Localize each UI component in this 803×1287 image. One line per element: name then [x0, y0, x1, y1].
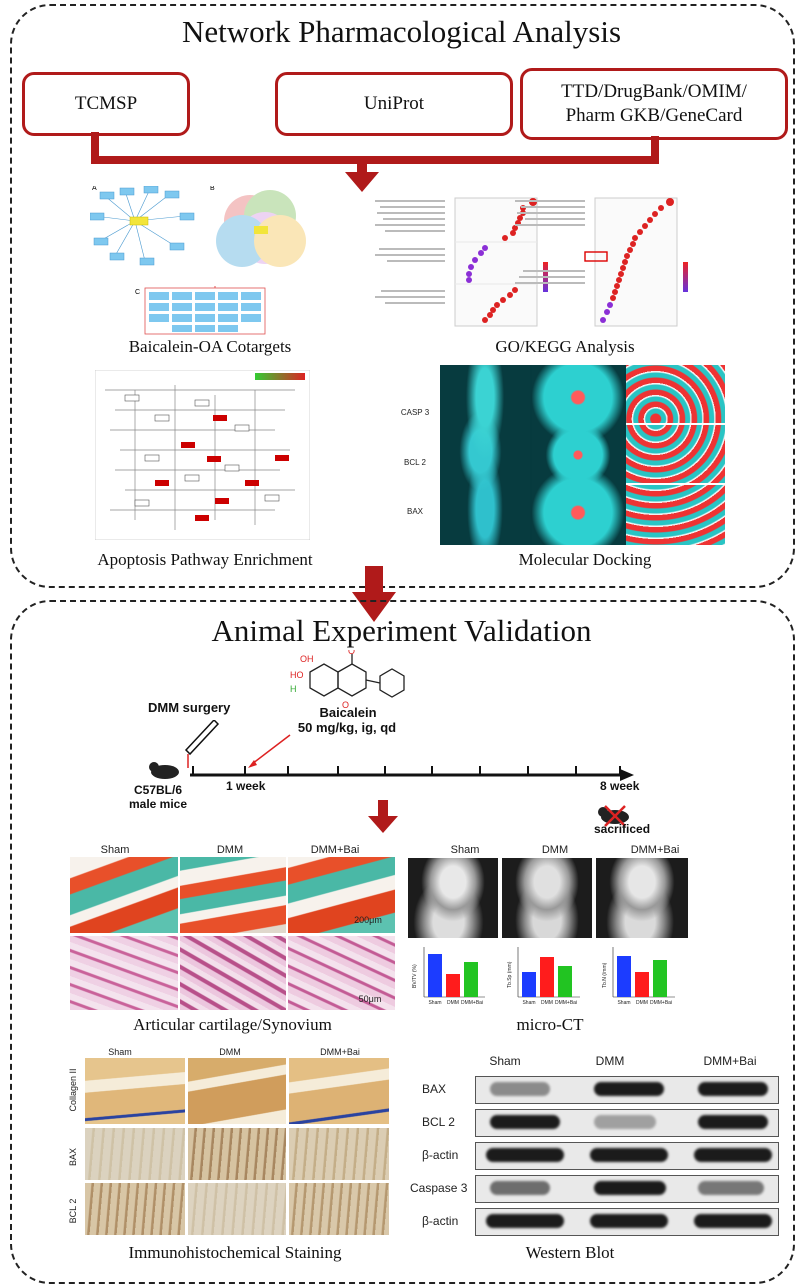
caption-apoptosis: Apoptosis Pathway Enrichment — [97, 550, 313, 569]
ihc-bax-sham — [85, 1128, 185, 1180]
wb-label-caspase3: Caspase 3 — [410, 1181, 468, 1195]
cotarget-letter-c: C — [135, 289, 140, 296]
wb-group-dmmbai: DMM+Bai — [703, 1054, 757, 1068]
sacrificed-label: sacrificed — [594, 822, 651, 836]
ct-tbsp-tick-dmm: DMM — [541, 1000, 553, 1006]
ct-bvtv-tick-dmm: DMM — [447, 1000, 459, 1006]
mouse-label: C57BL/6 male mice — [128, 783, 188, 811]
ct-bvtv-tick-sham: Sham — [428, 1000, 441, 1006]
ct-group-sham: Sham — [450, 844, 480, 856]
animal-panel — [10, 600, 795, 1284]
microct-ylabel-tbn: Tb.N (/mm) — [602, 962, 608, 988]
ihc-group-sham: Sham — [108, 1047, 132, 1057]
ihc-bax-dmm — [188, 1128, 286, 1180]
hist-group-dmm: DMM — [216, 844, 244, 856]
histology-he-dmm — [180, 936, 286, 1010]
wb-group-dmm: DMM — [595, 1054, 625, 1068]
panel-arrow — [352, 566, 396, 622]
caption-ihc: Immunohistochemical Staining — [128, 1243, 342, 1262]
wb-blot-bcl2 — [475, 1109, 779, 1137]
microct-sham — [408, 858, 498, 938]
wb-label-bax: BAX — [422, 1082, 447, 1096]
ct-group-dmm: DMM — [541, 844, 569, 856]
histology-safranin-dmmbai: 200μm — [288, 857, 395, 933]
cotargets-figure: A B C — [90, 186, 306, 335]
scale-bar-50: 50μm — [358, 994, 382, 1004]
wb-group-sham: Sham — [489, 1054, 521, 1068]
microct-ylabel-tbsp: Tb.Sp (mm) — [507, 961, 513, 988]
ct-tbn-tick-dmm: DMM — [636, 1000, 648, 1006]
docking-label-bax: BAX — [406, 507, 423, 516]
ct-tbn-tick-dmmbai: DMM+Bai — [650, 1000, 672, 1006]
timeline-arrow — [368, 800, 398, 833]
svg-text:O: O — [342, 700, 349, 710]
ihc-collagen-sham — [85, 1058, 185, 1124]
ct-bvtv-tick-dmmbai: DMM+Bai — [461, 1000, 483, 1006]
ihc-bax-dmmbai — [289, 1128, 389, 1180]
svg-text:H: H — [290, 684, 297, 694]
ihc-collagen-dmmbai — [289, 1058, 389, 1124]
ihc-row-bax: BAX — [68, 1148, 78, 1167]
ihc-bcl2-dmmbai — [289, 1183, 389, 1235]
ihc-row-bcl2: BCL 2 — [68, 1198, 78, 1224]
timeline — [149, 720, 634, 827]
histology-safranin-sham — [70, 857, 178, 933]
histology-he-sham — [70, 936, 178, 1010]
caption-microct: micro-CT — [516, 1015, 584, 1034]
baicalein-structure: OH HO O O H — [290, 650, 405, 710]
docking-label-bcl2: BCL 2 — [404, 458, 426, 467]
svg-text:HO: HO — [290, 670, 304, 680]
source-tcmsp: TCMSP — [22, 72, 190, 136]
network-panel — [10, 4, 795, 588]
source-connector — [91, 132, 659, 192]
scale-bar-200: 200μm — [354, 915, 382, 925]
wb-blot-caspase3 — [475, 1175, 779, 1203]
wb-label-bcl2: BCL 2 — [422, 1115, 455, 1129]
docking-label-casp3: CASP 3 — [400, 408, 430, 417]
ihc-bcl2-dmm — [188, 1183, 286, 1235]
surgery-label: DMM surgery — [148, 700, 231, 715]
histology-he-dmmbai: 50μm — [288, 936, 395, 1010]
hist-group-dmmbai: DMM+Bai — [310, 844, 360, 856]
source-uniprot: UniProt — [275, 72, 513, 136]
week1-label: 1 week — [226, 779, 266, 793]
animal-title: Animal Experiment Validation — [211, 613, 592, 648]
ct-tbsp-tick-sham: Sham — [522, 1000, 535, 1006]
svg-text:OH: OH — [300, 654, 314, 664]
caption-wb: Western Blot — [525, 1243, 615, 1262]
caption-go-kegg: GO/KEGG Analysis — [495, 337, 635, 356]
ct-tbsp-tick-dmmbai: DMM+Bai — [555, 1000, 577, 1006]
histology-safranin-dmm — [180, 857, 286, 933]
cotarget-letter-b: B — [210, 186, 215, 192]
week8-label: 8 week — [600, 779, 640, 793]
hist-group-sham: Sham — [100, 844, 130, 856]
ihc-row-collagen: Collagen II — [68, 1068, 78, 1112]
caption-docking: Molecular Docking — [518, 550, 652, 569]
wb-blot-actin-2 — [475, 1208, 779, 1236]
microct-bar-charts: BV/TV (%) Tb.Sp (mm) Tb.N (/mm) Sham DMM D… — [412, 947, 675, 1006]
ct-group-dmmbai: DMM+Bai — [630, 844, 680, 856]
drug-name: Baicalein — [319, 705, 377, 720]
microct-ylabel-bvtv: BV/TV (%) — [412, 964, 418, 988]
ct-tbn-tick-sham: Sham — [617, 1000, 630, 1006]
caption-histology: Articular cartilage/Synovium — [133, 1015, 332, 1034]
ihc-group-dmmbai: DMM+Bai — [320, 1047, 360, 1057]
apoptosis-pathway-figure — [95, 370, 310, 540]
network-title: Network Pharmacological Analysis — [181, 14, 622, 49]
ihc-bcl2-sham — [85, 1183, 185, 1235]
wb-label-actin-1: β-actin — [422, 1148, 459, 1162]
drug-dose: 50 mg/kg, ig, qd — [297, 720, 397, 735]
wb-blot-bax — [475, 1076, 779, 1104]
cotarget-letter-a: A — [92, 186, 97, 192]
wb-blot-actin-1 — [475, 1142, 779, 1170]
microct-dmmbai — [596, 858, 688, 938]
ihc-collagen-dmm — [188, 1058, 286, 1124]
svg-text:O: O — [348, 650, 355, 656]
docking-image — [440, 365, 725, 545]
caption-cotargets: Baicalein-OA Cotargets — [128, 337, 292, 356]
microct-dmm — [502, 858, 592, 938]
go-kegg-figure — [375, 197, 688, 327]
ihc-group-dmm: DMM — [219, 1047, 241, 1057]
wb-label-actin-2: β-actin — [422, 1214, 459, 1228]
